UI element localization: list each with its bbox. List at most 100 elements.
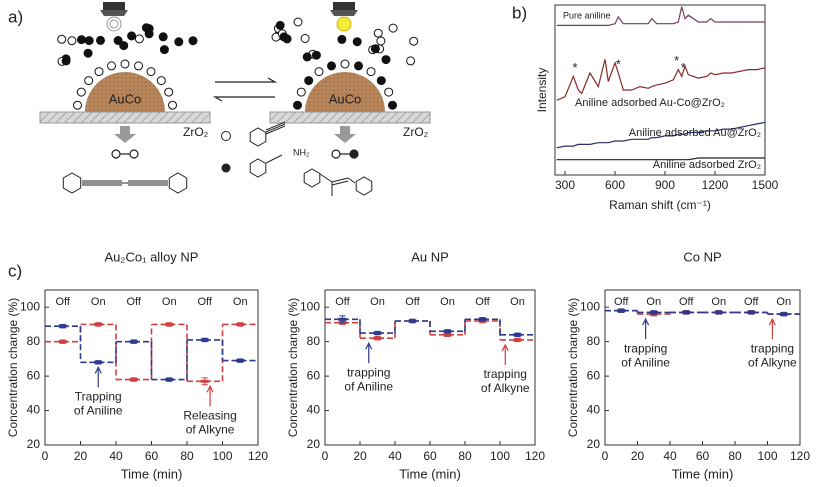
legend-open — [221, 131, 231, 141]
scheme: AuCo AuCo ZrO₂ ZrO₂ NH₂ — [39, 2, 431, 196]
bond — [265, 154, 283, 164]
peak-marker: * — [616, 56, 621, 71]
phase-label: Off — [614, 296, 629, 308]
bond — [319, 173, 333, 183]
molecule-dot — [354, 61, 363, 71]
molecule-dot — [293, 17, 303, 27]
annotation: of Aniline — [621, 355, 670, 369]
series-label: Aniline adsorbed Au@ZrO₂ — [629, 127, 761, 139]
molecule-dot — [127, 31, 137, 41]
molecule-dot — [156, 76, 166, 86]
series-label: Aniline adsorbed ZrO₂ — [653, 159, 761, 171]
series-label: Pure aniline — [563, 10, 611, 20]
molecule-dot — [73, 100, 82, 110]
data-point — [165, 322, 174, 326]
particle — [305, 72, 385, 112]
molecule-dot — [376, 36, 386, 46]
peak-marker: * — [681, 60, 686, 75]
annotation: trapping — [751, 341, 794, 355]
series-label: Aniline adsorbed Au-Co@ZrO₂ — [575, 97, 725, 109]
molecule-dot — [159, 45, 169, 55]
x-tick-label: 1200 — [702, 178, 729, 192]
panel-label: c) — [8, 261, 22, 280]
x-tick-label: 80 — [458, 449, 472, 463]
molecule-dot — [188, 36, 198, 46]
data-point — [58, 340, 67, 344]
data-point — [747, 310, 756, 314]
dimer — [111, 149, 359, 159]
data-point — [513, 338, 522, 342]
support — [39, 111, 211, 124]
x-tick-label: 300 — [555, 178, 575, 192]
y-tick-label: 60 — [587, 368, 601, 382]
x-tick-label: 0 — [42, 449, 49, 463]
molecule-dot — [84, 76, 94, 86]
x-axis-label: Time (min) — [399, 466, 461, 481]
data-point — [408, 319, 417, 323]
amine-label: NH₂ — [293, 147, 310, 157]
phase-label: Off — [127, 296, 142, 308]
molecule-dot — [376, 76, 386, 86]
plot-frame — [554, 4, 766, 176]
y-tick-label: 40 — [27, 403, 41, 417]
data-point — [338, 317, 347, 321]
molecule-dot — [311, 50, 321, 60]
data-point — [58, 324, 67, 328]
x-tick-label: 0 — [322, 449, 329, 463]
molecule-dot — [61, 56, 71, 66]
peak-marker: * — [572, 60, 577, 75]
panel-label: a) — [8, 7, 23, 26]
x-tick-label: 20 — [631, 449, 645, 463]
support — [269, 111, 431, 124]
annotation: trapping — [484, 367, 527, 381]
chart-title: Co NP — [683, 249, 721, 264]
x-tick-label: 60 — [696, 449, 710, 463]
annotation-arrowhead — [206, 384, 214, 393]
annotation: Releasing — [183, 408, 236, 422]
annotation: of Alkyne — [748, 355, 797, 369]
bond — [265, 121, 286, 131]
spectrum — [556, 6, 765, 26]
molecule-dot — [67, 36, 77, 46]
data-point — [779, 312, 788, 316]
annotation: of Aniline — [344, 379, 393, 393]
molecule-dot — [314, 67, 324, 77]
molecule-dot — [370, 44, 380, 54]
data-point — [617, 309, 626, 313]
phase-label: Off — [744, 296, 759, 308]
molecule-dot — [84, 36, 94, 46]
molecule-dot — [134, 61, 143, 71]
lamp-on — [330, 2, 358, 32]
bond — [265, 125, 286, 135]
y-tick-label: 100 — [20, 299, 40, 313]
equilibrium-arrows — [212, 77, 278, 102]
molecule-dot — [96, 35, 105, 45]
data-point — [200, 379, 209, 383]
y-axis-label: Concentration change (%) — [6, 298, 20, 437]
molecule-dot — [381, 55, 391, 65]
panel-label: b) — [512, 3, 527, 22]
molecule-dot — [77, 35, 86, 45]
molecule-dot — [296, 87, 306, 97]
bond — [331, 177, 349, 183]
molecule-dot — [164, 87, 174, 97]
ring — [355, 176, 373, 196]
molecule-dot — [141, 23, 151, 33]
molecule-dot — [94, 67, 104, 77]
data-point — [129, 378, 138, 382]
spectrum — [556, 59, 766, 101]
chart-title: Au NP — [411, 249, 449, 264]
data-point — [682, 310, 691, 314]
lamp-off — [100, 2, 128, 32]
molecule-dot — [327, 61, 336, 71]
molecule-dot — [275, 20, 285, 30]
annotation: trapping — [347, 365, 390, 379]
y-tick-label: 60 — [27, 368, 41, 382]
y-tick-label: 20 — [27, 437, 41, 451]
x-tick-label: 120 — [790, 449, 810, 463]
spectrum — [556, 121, 766, 149]
molecule-dot — [302, 52, 312, 62]
y-axis-label: Concentration change (%) — [286, 298, 300, 437]
x-tick-label: 60 — [423, 449, 437, 463]
